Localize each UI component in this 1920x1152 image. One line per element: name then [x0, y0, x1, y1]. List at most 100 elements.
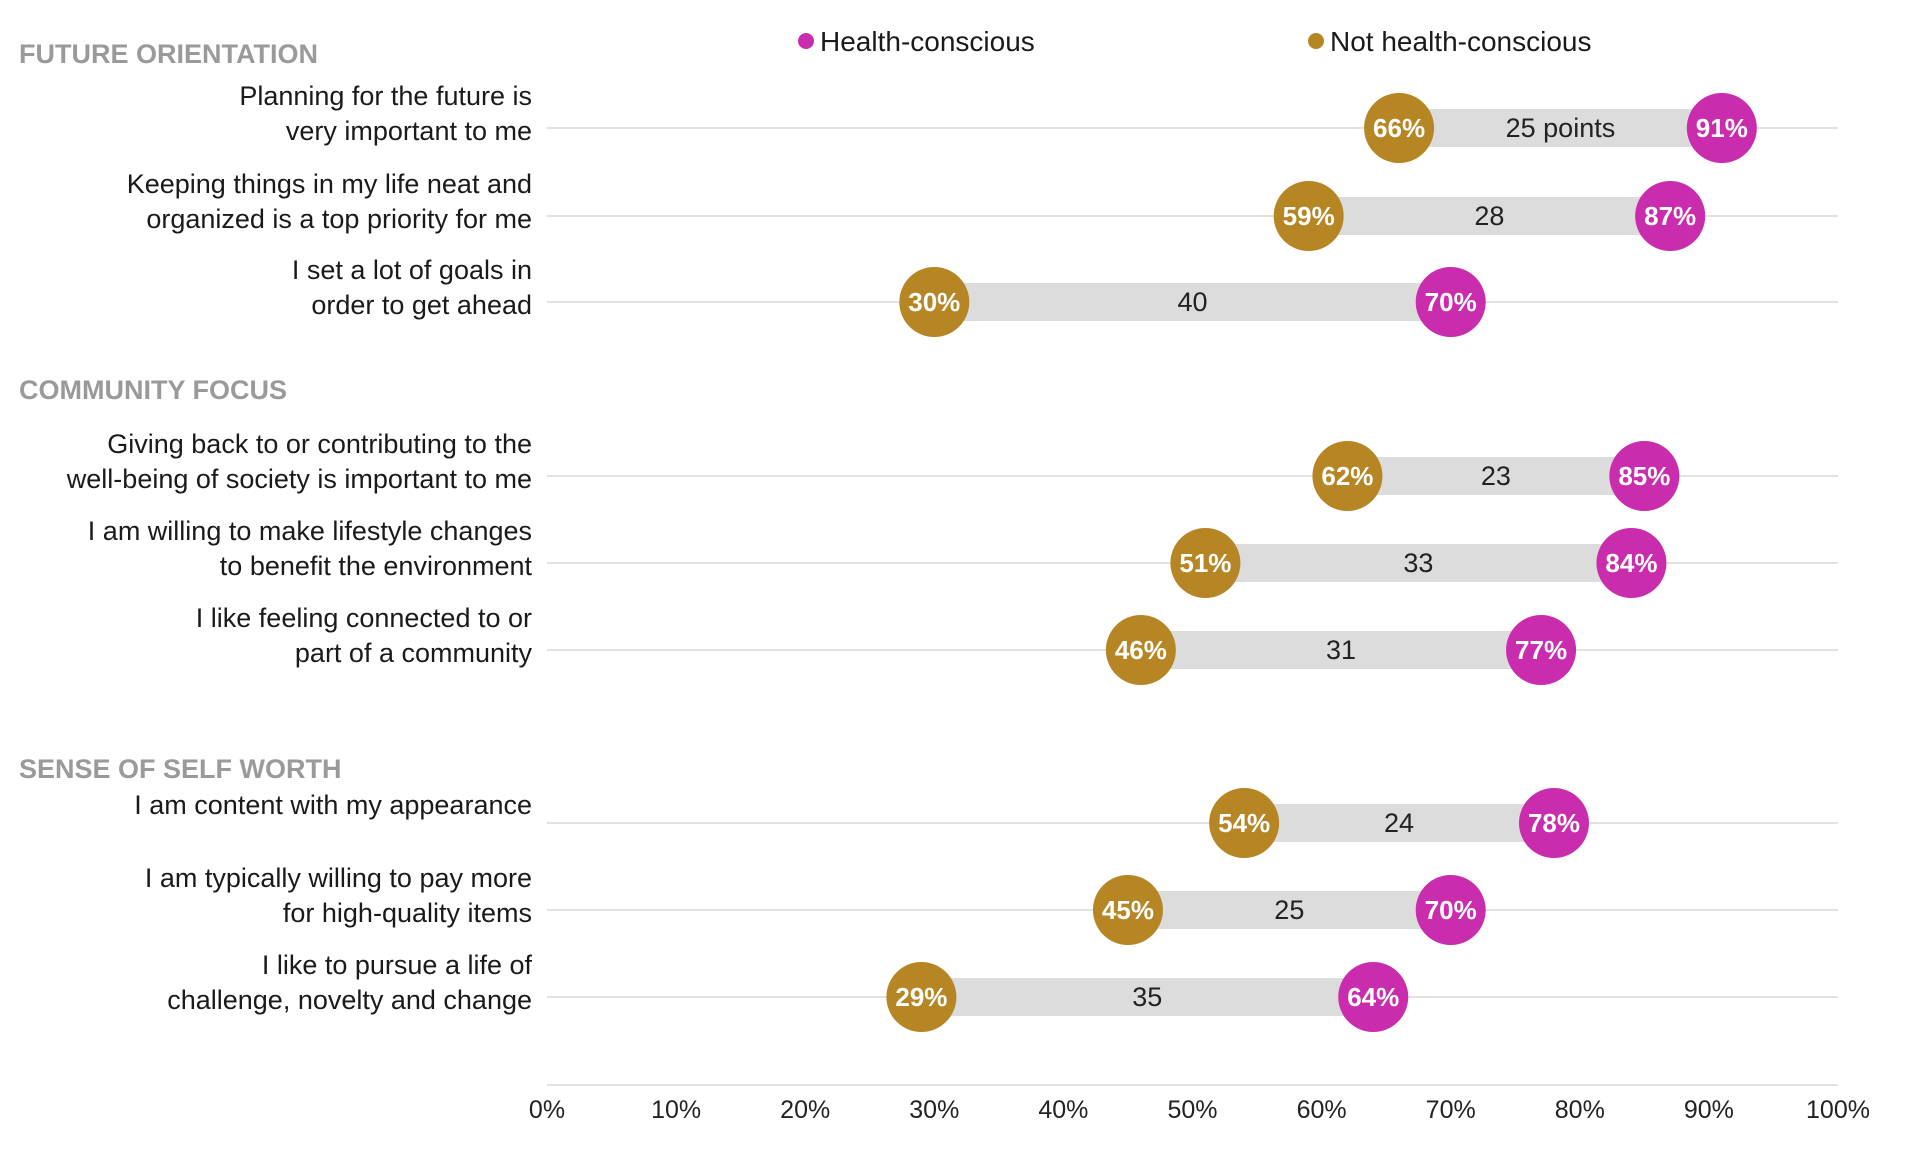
row-label-line: for high-quality items: [283, 898, 532, 928]
gap-label: 28: [1474, 201, 1504, 231]
x-tick-label: 50%: [1167, 1096, 1217, 1124]
row-label-line: I am willing to make lifestyle changes: [88, 516, 532, 546]
health-conscious-value: 70%: [1425, 895, 1477, 925]
gap-bar: [1205, 544, 1632, 582]
x-tick-label: 0%: [529, 1096, 565, 1124]
not-health-conscious-dot: [1170, 528, 1241, 598]
health-conscious-dot: [1518, 788, 1589, 858]
x-tick-label: 10%: [651, 1096, 701, 1124]
row-label-line: Giving back to or contributing to the: [107, 429, 532, 459]
row-label-line: well-being of society is important to me: [66, 464, 532, 494]
row-label-line: challenge, novelty and change: [167, 985, 532, 1015]
chart-row: Planning for the future is very important…: [239, 81, 1838, 163]
health-conscious-value: 85%: [1618, 461, 1670, 491]
section-title: SENSE OF SELF WORTH: [19, 754, 342, 784]
gap-label: 25 points: [1506, 113, 1616, 143]
health-conscious-dot: [1415, 875, 1486, 945]
not-health-conscious-dot: [1364, 93, 1435, 163]
not-health-conscious-dot: [899, 267, 970, 337]
health-conscious-value: 91%: [1696, 113, 1748, 143]
not-health-conscious-value: 30%: [908, 287, 960, 317]
legend-item-1: Not health-conscious: [1308, 26, 1591, 57]
not-health-conscious-dot: [1105, 615, 1176, 685]
health-conscious-dot: [1338, 962, 1409, 1032]
not-health-conscious-value: 66%: [1373, 113, 1425, 143]
x-tick-label: 40%: [1038, 1096, 1088, 1124]
row-label-line: I like to pursue a life of: [262, 950, 533, 980]
chart-row: I am content with my appearance 24 54% 78%: [134, 788, 1838, 858]
x-tick-label: 20%: [780, 1096, 830, 1124]
gap-label: 31: [1326, 635, 1356, 665]
legend-item-0: Health-conscious: [798, 26, 1035, 57]
chart-row: I like feeling connected to or part of a …: [196, 603, 1838, 685]
row-label-line: organized is a top priority for me: [146, 204, 532, 234]
chart-row: I set a lot of goals in order to get ahea…: [292, 255, 1838, 337]
x-tick-label: 80%: [1555, 1096, 1605, 1124]
row-label-line: I am typically willing to pay more: [145, 863, 532, 893]
health-conscious-value: 77%: [1515, 635, 1567, 665]
not-health-conscious-value: 54%: [1218, 808, 1270, 838]
gap-label: 23: [1481, 461, 1511, 491]
gap-bar: [1399, 109, 1722, 147]
gap-bar: [1244, 804, 1554, 842]
row-label-line: very important to me: [286, 116, 532, 146]
health-conscious-dot: [1686, 93, 1757, 163]
x-tick-label: 100%: [1806, 1096, 1870, 1124]
legend-label-1: Not health-conscious: [1330, 26, 1591, 57]
row-label-line: I am content with my appearance: [134, 790, 532, 820]
x-tick-label: 70%: [1426, 1096, 1476, 1124]
not-health-conscious-dot: [1209, 788, 1280, 858]
chart-row: I am willing to make lifestyle changes to…: [88, 516, 1838, 598]
gap-bar: [1347, 457, 1645, 495]
section-title: FUTURE ORIENTATION: [19, 39, 318, 69]
health-conscious-value: 64%: [1347, 982, 1399, 1012]
legend-marker-1: [1308, 33, 1324, 49]
section-0: FUTURE ORIENTATION Planning for the futur…: [19, 39, 1838, 337]
gap-label: 40: [1177, 287, 1207, 317]
health-conscious-value: 70%: [1425, 287, 1477, 317]
gap-bar: [1127, 891, 1451, 929]
x-tick-label: 90%: [1684, 1096, 1734, 1124]
section-2: SENSE OF SELF WORTH I am content with my …: [19, 754, 1838, 1032]
x-tick-label: 60%: [1297, 1096, 1347, 1124]
gap-label: 35: [1132, 982, 1162, 1012]
section-title: COMMUNITY FOCUS: [19, 375, 287, 405]
row-label-line: Planning for the future is: [239, 81, 532, 111]
gap-label: 25: [1274, 895, 1304, 925]
health-conscious-value: 87%: [1644, 201, 1696, 231]
not-health-conscious-dot: [886, 962, 957, 1032]
row-label-line: to benefit the environment: [220, 551, 533, 581]
health-conscious-dot: [1415, 267, 1486, 337]
gap-bar: [921, 978, 1374, 1016]
gap-label: 24: [1384, 808, 1414, 838]
gap-bar: [1140, 631, 1542, 669]
row-label-line: part of a community: [295, 638, 533, 668]
gap-label: 33: [1403, 548, 1433, 578]
section-1: COMMUNITY FOCUS Giving back to or contrib…: [19, 375, 1838, 685]
gap-bar: [934, 283, 1451, 321]
legend-marker-0: [798, 33, 814, 49]
health-conscious-dot: [1596, 528, 1667, 598]
not-health-conscious-value: 46%: [1115, 635, 1167, 665]
chart-row: I am typically willing to pay more for hi…: [145, 863, 1838, 945]
health-conscious-value: 84%: [1605, 548, 1657, 578]
chart-row: I like to pursue a life of challenge, nov…: [167, 950, 1838, 1032]
not-health-conscious-value: 29%: [895, 982, 947, 1012]
not-health-conscious-value: 59%: [1283, 201, 1335, 231]
health-conscious-dot: [1635, 181, 1706, 251]
not-health-conscious-dot: [1273, 181, 1344, 251]
not-health-conscious-value: 62%: [1321, 461, 1373, 491]
health-conscious-dot: [1506, 615, 1577, 685]
row-label-line: I like feeling connected to or: [196, 603, 532, 633]
not-health-conscious-value: 51%: [1179, 548, 1231, 578]
row-label-line: I set a lot of goals in: [292, 255, 532, 285]
chart-row: Giving back to or contributing to the wel…: [66, 429, 1838, 511]
health-conscious-value: 78%: [1528, 808, 1580, 838]
health-conscious-dot: [1609, 441, 1680, 511]
x-tick-label: 30%: [909, 1096, 959, 1124]
not-health-conscious-value: 45%: [1102, 895, 1154, 925]
chart-row: Keeping things in my life neat and organi…: [127, 169, 1838, 251]
not-health-conscious-dot: [1312, 441, 1383, 511]
row-label-line: order to get ahead: [311, 290, 532, 320]
